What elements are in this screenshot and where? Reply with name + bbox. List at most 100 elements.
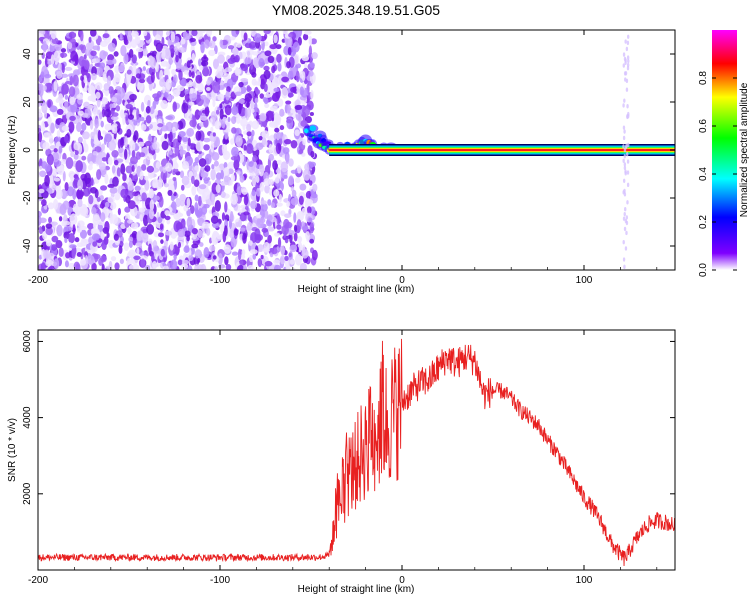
spectrogram-noise-cell: [287, 92, 294, 98]
spectrogram-noise-cell: [78, 191, 85, 197]
snr-y-tick-label: 2000: [22, 482, 33, 505]
spectrogram-noise-cell: [273, 112, 279, 124]
spectrogram-noise-cell: [195, 140, 204, 152]
spectrogram-noise-cell: [295, 70, 300, 83]
spectrogram-noise-cell: [178, 47, 186, 54]
spectrogram-noise-cell: [134, 185, 141, 192]
spectrogram-noise-cell: [206, 30, 213, 37]
spectrogram-noise-cell: [64, 237, 68, 244]
spectrogram-noise-cell: [202, 221, 210, 229]
snr-x-tick-label: -200: [28, 575, 48, 586]
spectrogram-noise-cell: [284, 255, 289, 262]
spectrogram-noise-cell: [310, 89, 314, 100]
spectrogram-y-tick-label: -40: [22, 238, 33, 253]
spectrogram-noise-cell: [263, 209, 269, 219]
spectrogram-noise-cell: [142, 158, 151, 166]
spectrogram-noise-cell: [237, 170, 241, 175]
spectrogram-noise-cell: [201, 65, 209, 71]
spectrogram-noise-cell: [73, 141, 81, 151]
spectrogram-noise-cell: [128, 236, 134, 243]
spectrogram-noise-cell: [264, 184, 271, 194]
spectrogram-noise-cell: [100, 185, 108, 191]
spectrogram-noise-cell: [280, 210, 286, 217]
spectrogram-noise-cell: [199, 242, 204, 247]
spectrogram-noise-cell: [100, 255, 107, 263]
spectrogram-noise-cell: [268, 121, 277, 128]
spectrogram-noise-cell: [159, 223, 164, 230]
spectrogram-noise-cell: [43, 132, 51, 138]
spectrogram-noise-cell: [130, 222, 139, 230]
spectrogram-noise-cell: [119, 32, 123, 40]
spectrogram-noise-cell: [142, 199, 146, 210]
spectrogram-noise-cell: [268, 153, 275, 161]
spectrogram-noise-cell: [137, 80, 144, 92]
spectrogram-noise-cell: [75, 263, 81, 270]
spectrogram-noise-cell: [131, 230, 138, 239]
spectrogram-noise-cell: [289, 244, 298, 253]
spectrogram-noise-cell: [128, 264, 135, 270]
spectrogram-noise-cell: [257, 258, 262, 268]
spectrogram-faint-band-cell: [624, 77, 627, 82]
spectrogram-faint-band-cell: [623, 147, 627, 153]
spectrogram-noise-cell: [157, 118, 163, 125]
spectrogram-noise-cell: [160, 60, 169, 67]
spectrogram-noise-cell: [309, 161, 316, 168]
snr-x-tick-label: -100: [210, 575, 230, 586]
spectrogram-noise-cell: [173, 220, 182, 233]
spectrogram-noise-cell: [284, 138, 292, 145]
spectrogram-noise-cell: [238, 98, 245, 104]
spectrogram-noise-cell: [177, 259, 183, 266]
spectrogram-noise-cell: [299, 183, 307, 191]
spectrogram-noise-cell: [91, 262, 97, 270]
spectrogram-noise-cell: [226, 86, 231, 93]
spectrogram-noise-cell: [131, 164, 135, 172]
spectrogram-noise-cell: [179, 199, 185, 207]
spectrogram-noise-cell: [49, 105, 58, 113]
spectrogram-noise-cell: [293, 232, 298, 242]
spectrogram-noise-cell: [52, 151, 59, 163]
spectrogram-noise-cell: [167, 178, 174, 187]
spectrogram-noise-cell: [83, 60, 90, 70]
spectrogram-noise-cell: [249, 108, 256, 113]
spectrogram-noise-cell: [230, 193, 238, 205]
spectrogram-noise-cell: [195, 130, 202, 141]
colorbar-tick-label: 0.2: [698, 215, 709, 229]
spectrogram-faint-band-cell: [622, 158, 625, 164]
spectrogram-noise-cell: [90, 228, 97, 236]
spectrogram-noise-cell: [198, 158, 207, 167]
spectrogram-noise-cell: [282, 30, 289, 35]
spectrogram-noise-cell: [118, 245, 123, 254]
spectrogram-noise-cell: [264, 232, 269, 237]
spectrogram-noise-cell: [261, 227, 269, 233]
spectrogram-noise-cell: [128, 48, 134, 58]
spectrogram-faint-band-cell: [623, 56, 627, 62]
spectrogram-noise-cell: [287, 46, 292, 56]
spectrogram-noise-cell: [252, 174, 257, 187]
spectrogram-noise-cell: [72, 188, 77, 200]
spectrogram-noise-cell: [136, 231, 142, 242]
spectrogram-noise-cell: [240, 64, 248, 72]
snr-y-tick-label: 4000: [22, 406, 33, 429]
spectrogram-noise-cell: [169, 241, 174, 251]
spectrogram-noise-cell: [183, 245, 190, 254]
spectrogram-noise-cell: [246, 85, 251, 93]
spectrogram-noise-cell: [249, 254, 254, 263]
spectrogram-noise-cell: [212, 132, 216, 137]
spectrogram-noise-cell: [298, 113, 302, 124]
spectrogram-noise-cell: [241, 249, 246, 257]
spectrogram-noise-cell: [112, 176, 119, 187]
spectrogram-noise-cell: [163, 183, 170, 188]
spectrogram-noise-cell: [91, 72, 97, 81]
spectrogram-noise-cell: [104, 123, 113, 131]
spectrogram-noise-cell: [294, 129, 300, 137]
spectrogram-noise-cell: [40, 262, 46, 270]
spectrogram-noise-cell: [187, 265, 193, 270]
spectrogram-noise-cell: [174, 45, 178, 52]
spectrogram-noise-cell: [286, 61, 291, 69]
spectrogram-noise-cell: [145, 106, 151, 114]
spectrogram-noise-cell: [82, 131, 90, 140]
colorbar-tick-label: 0.4: [698, 167, 709, 181]
spectrogram-noise-cell: [291, 189, 297, 198]
spectrogram-noise-cell: [164, 210, 170, 216]
spectrogram-noise-cell: [259, 112, 267, 122]
